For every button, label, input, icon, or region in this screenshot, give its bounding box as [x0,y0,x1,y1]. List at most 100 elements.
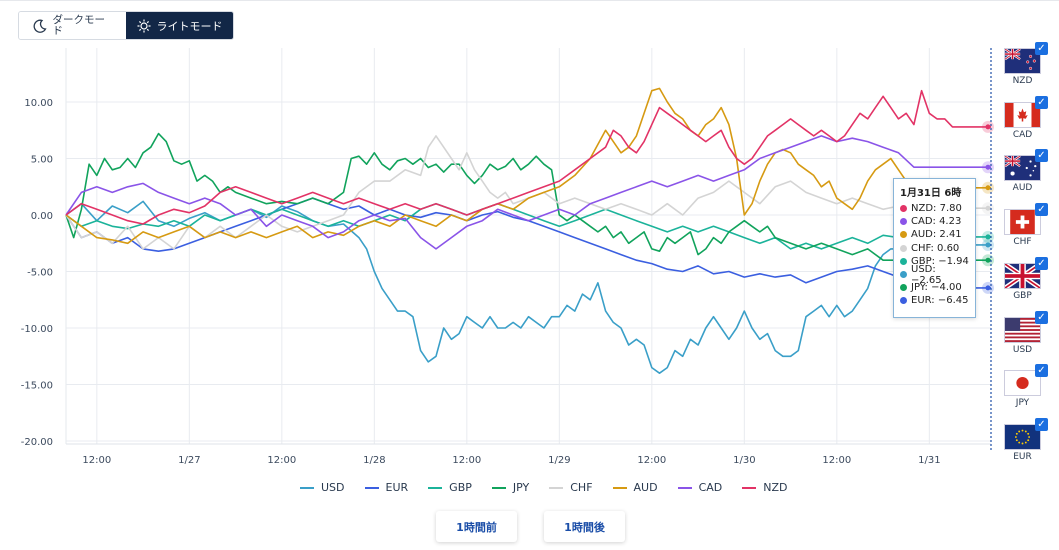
checkmark-icon: ✓ [1035,149,1048,163]
legend-swatch [491,486,506,489]
currency-toggle-jpy[interactable]: ✓ JPY [1004,364,1048,409]
x-tick-label: 1/28 [363,455,385,466]
currency-label: CHF [1013,237,1032,248]
checkmark-icon: ✓ [1035,95,1048,109]
tooltip-row: USD: −2.65 [900,264,969,286]
x-tick-label: 1/30 [733,455,755,466]
checkmark-icon: ✓ [1035,310,1048,324]
tooltip-dot [900,218,907,226]
legend-label: GBP [449,481,472,494]
tooltip-row: CAD: 4.23 [900,215,969,228]
tooltip-value: CHF: 0.60 [911,242,960,254]
tooltip-row: CHF: 0.60 [900,242,969,255]
currency-toggle-chf[interactable]: ✓ CHF [1004,203,1048,248]
currency-label: JPY [1015,398,1030,409]
x-tick-label: 12:00 [82,455,111,466]
x-tick-label: 12:00 [637,455,666,466]
currency-toggle-usd[interactable]: ✓ USD [1004,310,1048,355]
y-tick-label: -15.00 [21,381,53,392]
currency-toggle-eur[interactable]: ✓ EUR [1004,417,1048,462]
legend-item-gbp[interactable]: GBP [428,481,472,494]
eur-flag-icon: ✓ [1004,417,1048,450]
checkmark-icon: ✓ [1035,203,1048,217]
legend-swatch [742,486,757,489]
legend-item-chf[interactable]: CHF [549,481,593,494]
currency-toggle-cad[interactable]: ✓ CAD [1004,95,1048,140]
light-mode-button[interactable]: ライトモード [126,12,233,39]
legend-label: CHF [570,481,593,494]
currency-toggle-gbp[interactable]: ✓ GBP [1004,256,1048,301]
next-hour-button[interactable]: 1時間後 [544,511,625,542]
tooltip-value: EUR: −6.45 [911,295,969,307]
y-tick-label: -10.00 [21,324,53,335]
x-tick-label: 12:00 [822,455,851,466]
tooltip-dot [900,244,907,252]
tooltip-dot [900,257,907,265]
chf-flag-icon: ✓ [1004,203,1048,236]
tooltip-value: JPY: −4.00 [911,282,962,294]
legend-label: EUR [385,481,409,494]
gbp-flag-icon: ✓ [1004,256,1048,289]
tooltip-value: NZD: 7.80 [911,203,962,215]
y-tick-label: 5.00 [31,155,53,166]
tooltip-row: JPY: −4.00 [900,281,969,294]
series-line-chf [65,135,991,250]
y-tick-label: 0.00 [31,211,53,222]
endpoint-dot-gbp [985,234,991,240]
theme-toggle: ダークモード ライトモード [18,11,234,40]
endpoint-dot-nzd [985,124,991,130]
currency-toggle-aud[interactable]: ✓ AUD [1004,149,1048,194]
cad-flag-icon: ✓ [1004,95,1048,128]
jpy-flag-icon: ✓ [1004,364,1048,397]
endpoint-dot-cad [985,164,991,170]
currency-label: CAD [1012,129,1033,140]
tooltip-row: EUR: −6.45 [900,294,969,307]
y-tick-label: 10.00 [24,98,53,109]
tooltip-value: CAD: 4.23 [911,216,962,228]
checkmark-icon: ✓ [1035,417,1048,431]
endpoint-dot-aud [985,185,991,191]
legend-item-nzd[interactable]: NZD [742,481,788,494]
aud-flag-icon: ✓ [1004,149,1048,182]
nzd-flag-icon: ✓ [1004,42,1048,74]
tooltip-dot [900,284,907,292]
top-divider [0,0,1059,1]
chart-grid [65,48,991,445]
chart-legend: USD EUR GBP JPY CHF AUD CAD NZD [300,481,808,494]
series-line-nzd [65,89,991,225]
series-line-eur [65,197,991,289]
tooltip-value: USD: −2.65 [911,263,942,286]
prev-hour-button[interactable]: 1時間前 [436,511,517,542]
legend-item-aud[interactable]: AUD [612,481,658,494]
tooltip-dot [900,205,907,213]
light-mode-label: ライトモード [156,19,223,33]
dark-mode-button[interactable]: ダークモード [19,12,126,39]
currency-toggle-nzd[interactable]: ✓ NZD [1004,42,1048,86]
legend-item-cad[interactable]: CAD [677,481,722,494]
legend-swatch [677,486,692,489]
y-tick-label: -20.00 [21,437,53,448]
legend-swatch [300,486,314,489]
y-tick-label: -5.00 [27,268,53,279]
x-tick-label: 1/29 [548,455,570,466]
legend-item-eur[interactable]: EUR [364,481,409,494]
series-line-gbp [65,202,991,250]
legend-swatch [428,486,443,489]
legend-swatch [364,486,379,489]
tooltip-row: AUD: 2.41 [900,228,969,241]
endpoint-dot-chf [985,205,991,211]
tooltip-value: AUD: 2.41 [911,229,962,241]
series-line-usd [65,200,991,374]
currency-label: AUD [1012,183,1033,194]
legend-item-usd[interactable]: USD [300,481,345,494]
currency-label: NZD [1012,76,1033,86]
legend-item-jpy[interactable]: JPY [491,481,529,494]
moon-icon [33,19,47,33]
legend-swatch [549,486,564,489]
sun-icon [137,19,150,32]
x-axis: 12:00 1/27 12:00 1/28 12:00 1/29 12:00 1/30 12:0… [82,455,940,466]
tooltip-row: NZD: 7.80 [900,202,969,215]
legend-label: NZD [763,481,788,494]
series-lines [65,87,991,374]
tooltip-dot [900,271,907,279]
